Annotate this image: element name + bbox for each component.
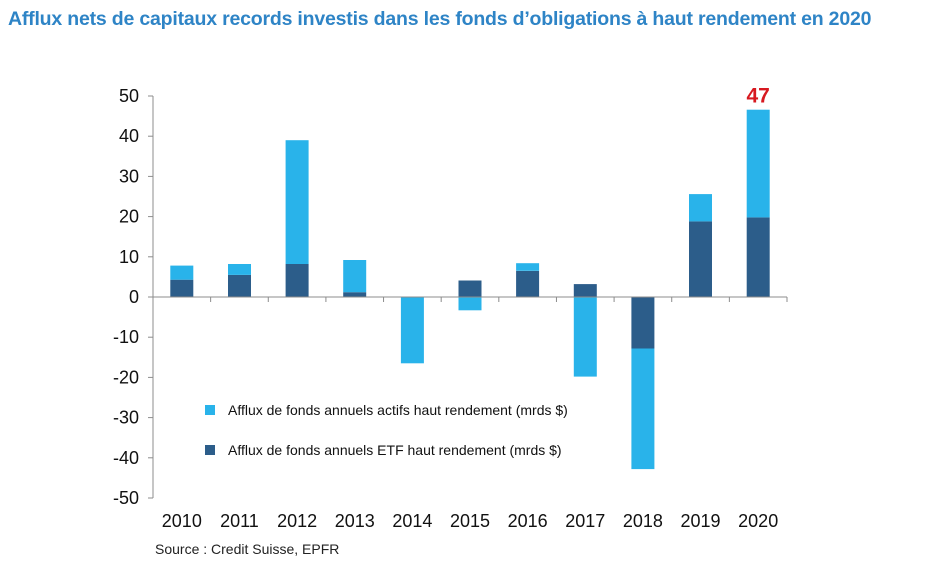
y-tick-label: -10 — [113, 327, 139, 347]
annotation-group: 47 — [747, 85, 770, 108]
y-tick-label: -30 — [113, 408, 139, 428]
bar-active-2018 — [631, 348, 655, 470]
bars-group — [170, 109, 770, 470]
y-tick-label: 50 — [119, 86, 139, 106]
bar-active-2013 — [343, 260, 367, 293]
y-tick-label: 30 — [119, 166, 139, 186]
bar-etf-2011 — [228, 274, 251, 297]
bar-active-2010 — [170, 265, 194, 280]
y-tick-label: -50 — [113, 488, 139, 508]
callout-label: 47 — [747, 85, 770, 108]
bar-etf-2015 — [458, 280, 482, 297]
bar-etf-2017 — [573, 284, 597, 297]
x-tick-label: 2018 — [623, 511, 663, 531]
bar-active-2016 — [516, 263, 540, 271]
x-tick-label: 2013 — [335, 511, 375, 531]
x-tick-label: 2020 — [738, 511, 778, 531]
bar-active-2014 — [400, 297, 424, 364]
y-tick-label: -20 — [113, 367, 139, 387]
x-tick-label: 2019 — [681, 511, 721, 531]
x-tick-label: 2017 — [565, 511, 605, 531]
axes-group — [148, 95, 788, 499]
bar-active-2020 — [746, 109, 770, 218]
legend-swatch — [205, 445, 215, 455]
y-tick-label: 40 — [119, 126, 139, 146]
x-tick-label: 2016 — [508, 511, 548, 531]
bar-etf-2018 — [631, 297, 655, 349]
bar-active-2011 — [228, 264, 251, 275]
y-tick-label: -40 — [113, 448, 139, 468]
legend-group: Afflux de fonds annuels actifs haut rend… — [205, 402, 568, 458]
chart-title: Afflux nets de capitaux records investis… — [8, 8, 872, 30]
legend-label: Afflux de fonds annuels actifs haut rend… — [228, 402, 568, 418]
bar-active-2012 — [285, 140, 309, 264]
bar-etf-2019 — [689, 221, 712, 297]
y-tick-label: 0 — [129, 287, 139, 307]
x-tick-label: 2011 — [220, 511, 259, 531]
bar-etf-2013 — [343, 292, 367, 297]
x-tick-label: 2012 — [277, 511, 317, 531]
y-tick-label: 10 — [119, 247, 139, 267]
bar-active-2019 — [689, 194, 712, 222]
bar-etf-2016 — [516, 270, 540, 297]
bar-etf-2020 — [746, 217, 770, 297]
bar-active-2017 — [573, 297, 597, 377]
legend-label: Afflux de fonds annuels ETF haut rendeme… — [228, 442, 562, 458]
legend-swatch — [205, 405, 215, 415]
x-tick-label: 2014 — [392, 511, 432, 531]
x-tick-label: 2010 — [162, 511, 202, 531]
bar-etf-2010 — [170, 279, 194, 297]
source-note: Source : Credit Suisse, EPFR — [155, 541, 340, 557]
x-tick-label: 2015 — [450, 511, 490, 531]
bar-etf-2012 — [285, 264, 309, 297]
bar-active-2015 — [458, 297, 482, 311]
y-tick-label: 20 — [119, 207, 139, 227]
